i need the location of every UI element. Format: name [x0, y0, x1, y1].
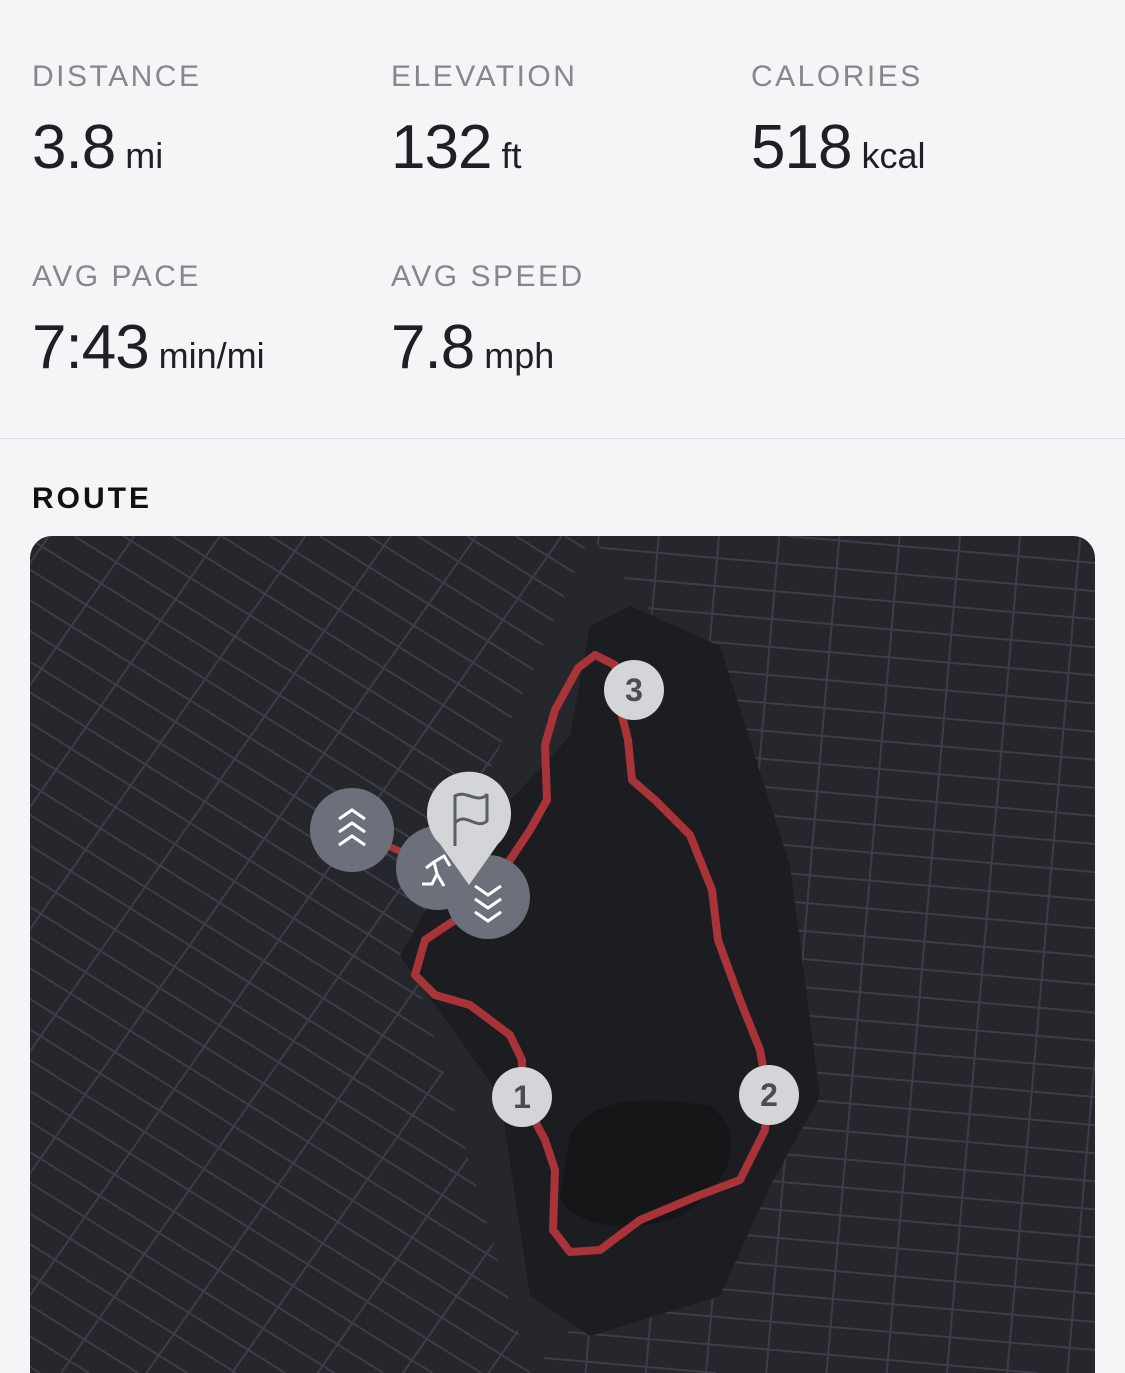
stat-elevation: ELEVATION 132 ft: [391, 60, 577, 183]
stat-value: 7.8: [391, 313, 475, 382]
stat-unit: min/mi: [158, 335, 265, 376]
street: [30, 1182, 335, 1373]
street: [316, 536, 590, 1373]
street: [30, 536, 478, 1174]
street: [30, 906, 590, 1373]
mile-marker-label: 2: [760, 1077, 778, 1113]
street: [30, 936, 590, 1373]
street: [30, 1120, 433, 1373]
mile-marker-1[interactable]: 1: [492, 1067, 552, 1127]
street: [30, 1365, 41, 1373]
street: [30, 536, 307, 930]
street: [908, 536, 1095, 653]
street: [530, 637, 1095, 733]
street: [30, 1090, 483, 1373]
finish-flag-icon[interactable]: [427, 771, 511, 885]
street: [171, 536, 590, 1114]
street: [765, 536, 841, 1373]
street: [916, 1117, 1095, 1373]
route-map[interactable]: 1 2 3: [30, 536, 1095, 1373]
street: [368, 536, 590, 991]
lake: [560, 1100, 732, 1227]
street: [30, 1335, 90, 1373]
street: [530, 553, 1095, 649]
street: [825, 536, 901, 1373]
street: [30, 844, 590, 1373]
street: [945, 536, 1022, 1373]
stat-value: 3.8: [32, 113, 116, 182]
mile-marker-2[interactable]: 2: [739, 1065, 799, 1125]
street: [30, 1059, 532, 1373]
stat-calories: CALORIES 518 kcal: [751, 60, 925, 183]
street: [30, 1151, 384, 1373]
stat-value: 132: [391, 113, 492, 182]
street: [885, 536, 961, 1373]
stat-label: CALORIES: [751, 60, 923, 93]
street: [417, 536, 590, 961]
street: [1066, 1057, 1095, 1373]
street: [1006, 536, 1082, 1373]
street: [30, 536, 50, 564]
park-area: [400, 606, 820, 1336]
route-path: [411, 651, 772, 1256]
street: [30, 536, 392, 1052]
elevation-up-icon[interactable]: [310, 788, 394, 872]
street: [30, 1304, 139, 1373]
stat-value: 518: [751, 113, 852, 182]
street: [30, 536, 136, 686]
street: [1087, 1361, 1095, 1373]
street: [30, 1028, 581, 1373]
stat-avg-speed: AVG SPEED 7.8 mph: [391, 260, 585, 383]
mile-marker-3[interactable]: 3: [604, 660, 664, 720]
stat-unit: ft: [501, 135, 522, 176]
mile-marker-label: 3: [625, 672, 643, 708]
street: [30, 1243, 237, 1373]
stat-value: 7:43: [32, 313, 150, 382]
street: [104, 536, 177, 1373]
street: [530, 1312, 716, 1373]
stat-label: AVG SPEED: [391, 260, 585, 293]
street: [30, 1212, 286, 1373]
street: [761, 536, 1095, 745]
stat-label: DISTANCE: [32, 60, 202, 93]
street: [319, 536, 590, 1022]
street: [786, 536, 1095, 564]
stat-avg-pace: AVG PACE 7:43 min/mi: [32, 260, 265, 383]
street: [269, 536, 590, 1053]
street: [220, 536, 590, 1083]
street: [30, 536, 221, 808]
stat-label: AVG PACE: [32, 260, 201, 293]
stat-label: ELEVATION: [391, 60, 578, 93]
street: [30, 1273, 188, 1373]
route-section-title: ROUTE: [32, 482, 152, 515]
street: [122, 536, 590, 1145]
mile-marker-label: 1: [513, 1079, 531, 1115]
map-canvas: 1 2 3: [30, 536, 1095, 1373]
divider: [0, 438, 1125, 439]
street: [30, 875, 590, 1373]
stat-distance: DISTANCE 3.8 mi: [32, 60, 201, 183]
street: [1056, 536, 1095, 561]
stat-unit: mph: [484, 335, 555, 376]
stat-unit: kcal: [861, 135, 926, 176]
stat-unit: mi: [125, 135, 164, 176]
